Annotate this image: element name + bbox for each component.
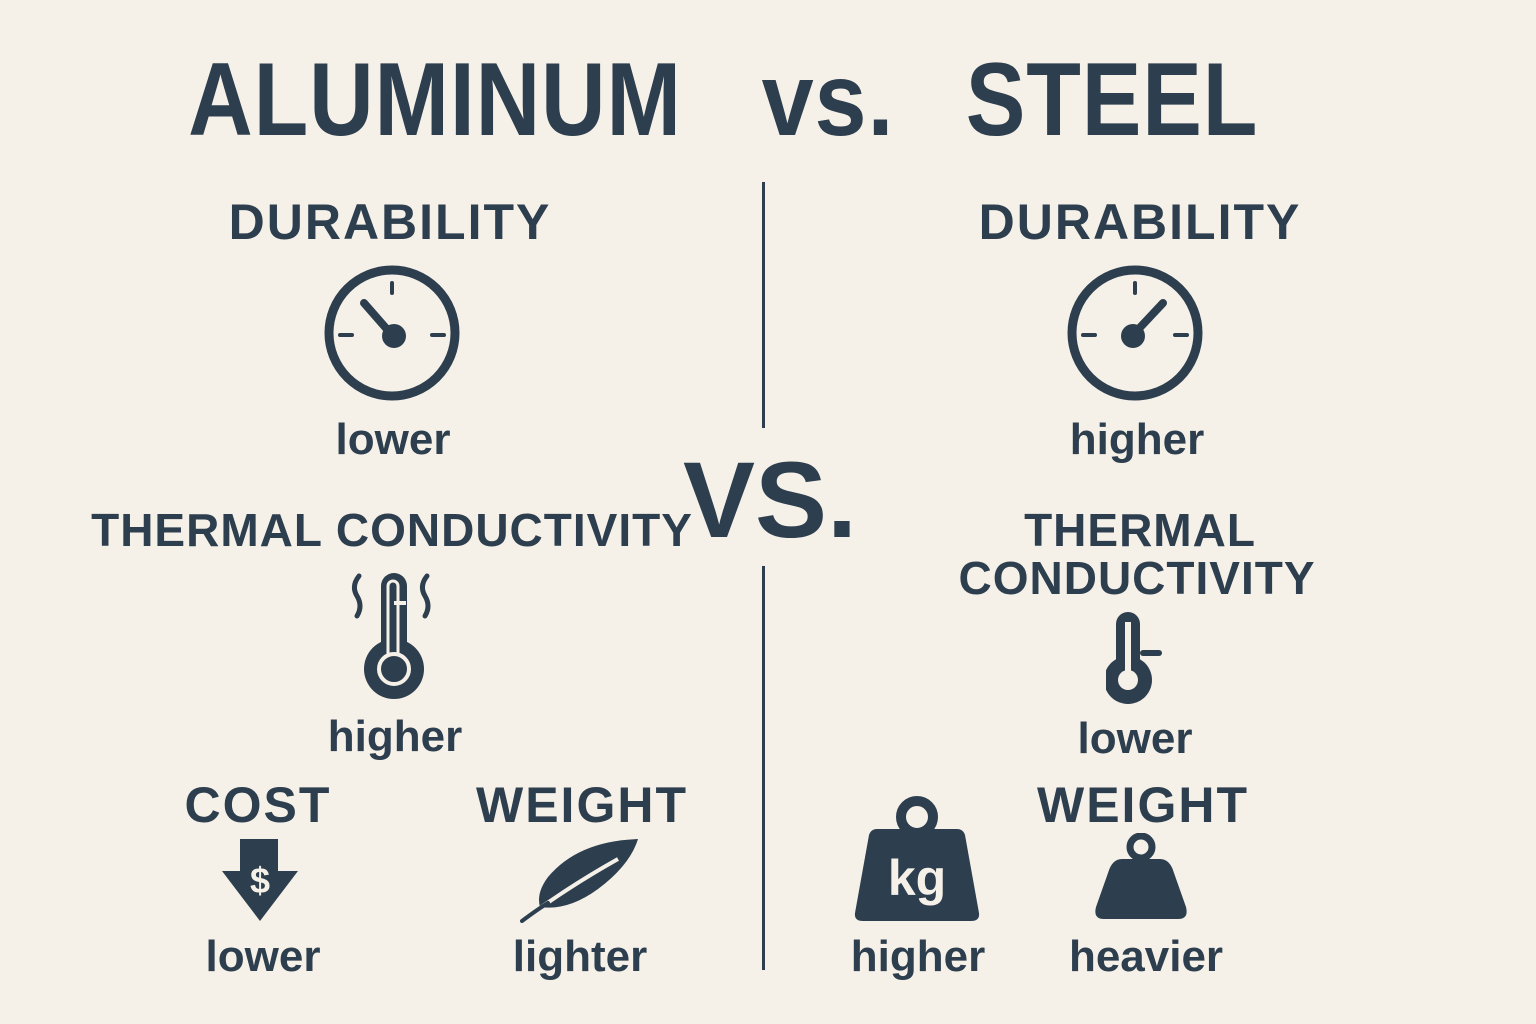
steel-durability-value: higher (1069, 415, 1205, 464)
weight-icon (1095, 833, 1187, 919)
aluminum-durability-value: lower (335, 415, 451, 464)
gauge-icon (1067, 265, 1203, 401)
aluminum-weight-value: lighter (512, 932, 648, 981)
center-divider-bottom (762, 566, 765, 970)
center-divider-top (762, 182, 765, 428)
title-aluminum: ALUMINUM (188, 42, 682, 158)
center-vs: VS. (682, 439, 858, 560)
thermometer-icon (1106, 612, 1162, 704)
steel-thermal-value: lower (1077, 714, 1193, 763)
aluminum-thermal-label: THERMAL CONDUCTIVITY (91, 504, 693, 556)
dollar-down-arrow-icon: $ (222, 839, 298, 921)
feather-icon (520, 839, 638, 923)
title-vs: vs. (761, 42, 895, 158)
steel-weight-label: WEIGHT (1037, 777, 1249, 833)
aluminum-thermal-value: higher (327, 712, 463, 761)
gauge-icon (324, 265, 460, 401)
kg-weight-icon: kg (854, 796, 980, 921)
aluminum-durability-label: DURABILITY (228, 194, 552, 250)
kg-text: kg (888, 850, 946, 906)
aluminum-cost-label: COST (184, 777, 332, 833)
aluminum-cost-value: lower (205, 932, 321, 981)
thermometer-heat-icon (351, 573, 431, 699)
title-steel: STEEL (965, 42, 1259, 158)
steel-cost-value: higher (850, 932, 986, 981)
steel-thermal-label-line2: CONDUCTIVITY (958, 552, 1316, 604)
steel-thermal-label-line1: THERMAL (1024, 504, 1256, 556)
svg-text:$: $ (250, 860, 270, 901)
steel-weight-value: heavier (1068, 932, 1224, 981)
aluminum-weight-label: WEIGHT (476, 777, 688, 833)
steel-durability-label: DURABILITY (978, 194, 1302, 250)
